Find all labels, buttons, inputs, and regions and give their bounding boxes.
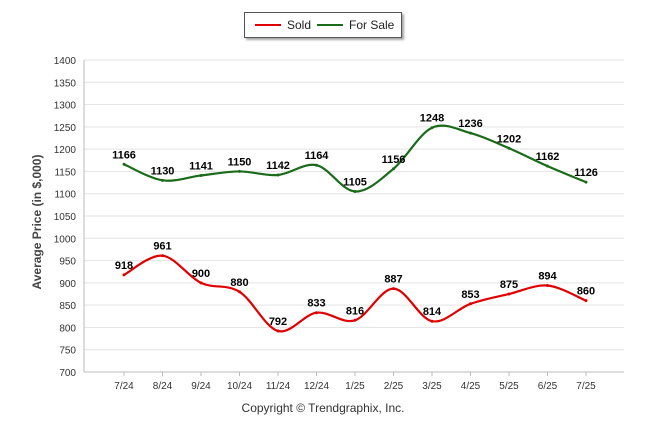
data-label-for-sale: 1141	[189, 160, 213, 172]
data-labels: 918 961 900 880 792 833 816 887 814 853 875 894 860 1…	[112, 113, 598, 328]
data-label-for-sale: 1164	[305, 150, 330, 162]
data-point-sold	[430, 319, 434, 323]
legend-item-for-sale[interactable]: For Sale	[317, 18, 394, 32]
legend: Sold For Sale	[244, 12, 402, 38]
data-label-for-sale: 1248	[420, 113, 444, 125]
x-tick-label: 9/24	[191, 381, 211, 392]
data-point-sold	[353, 318, 357, 322]
y-tick-label: 750	[59, 346, 76, 357]
y-tick-label: 1250	[54, 123, 77, 134]
data-label-for-sale: 1202	[497, 133, 521, 145]
data-point-sold	[199, 281, 203, 285]
copyright-text: Copyright © Trendgraphix, Inc.	[241, 401, 405, 415]
x-tick-label: 7/25	[576, 381, 596, 392]
data-point-sold	[584, 299, 588, 303]
legend-swatch-for-sale	[317, 24, 343, 26]
data-label-sold: 792	[269, 316, 287, 328]
data-point-for-sale	[353, 189, 357, 193]
data-point-sold	[238, 290, 241, 294]
data-label-sold: 880	[230, 277, 248, 289]
data-point-sold	[122, 273, 126, 277]
data-point-for-sale	[161, 178, 164, 182]
x-tick-label: 10/24	[227, 381, 252, 392]
data-label-sold: 900	[192, 268, 210, 280]
y-tick-label: 950	[59, 257, 76, 268]
y-tick-label: 850	[59, 301, 76, 312]
data-label-sold: 894	[538, 271, 557, 283]
data-label-sold: 961	[153, 241, 171, 253]
data-label-sold: 853	[461, 289, 479, 301]
series-lines	[122, 124, 588, 333]
x-tick-label: 11/24	[266, 381, 291, 392]
y-tick-label: 900	[59, 279, 76, 290]
y-tick-label: 1100	[54, 190, 76, 201]
data-point-sold	[507, 292, 511, 296]
data-label-for-sale: 1236	[458, 118, 482, 130]
data-label-sold: 860	[577, 286, 595, 298]
data-label-for-sale: 1162	[536, 151, 560, 163]
data-point-for-sale	[238, 169, 241, 173]
legend-swatch-sold	[255, 24, 281, 26]
gridlines	[83, 59, 624, 373]
data-point-for-sale	[584, 180, 588, 184]
y-tick-label: 800	[59, 323, 76, 334]
data-point-for-sale	[392, 167, 395, 171]
data-label-sold: 918	[115, 260, 133, 272]
data-label-for-sale: 1105	[343, 176, 367, 188]
data-point-for-sale	[546, 164, 549, 168]
data-label-sold: 887	[384, 274, 402, 286]
data-label-for-sale: 1166	[112, 149, 136, 161]
data-point-for-sale	[276, 173, 280, 177]
data-label-for-sale: 1156	[382, 154, 406, 166]
data-label-for-sale: 1150	[228, 156, 252, 168]
data-point-for-sale	[430, 126, 434, 130]
data-label-sold: 814	[423, 306, 442, 318]
y-tick-label: 1200	[54, 145, 77, 156]
y-tick-label: 1050	[54, 212, 77, 223]
data-point-for-sale	[122, 162, 126, 166]
data-point-sold	[315, 311, 318, 315]
data-label-for-sale: 1142	[266, 160, 290, 172]
x-tick-label: 2/25	[384, 381, 404, 392]
y-axis-ticks: 700 750 800 850 900 950 1000 1050 1100 1150 1200 12…	[54, 56, 77, 379]
data-label-sold: 833	[307, 298, 325, 310]
data-label-sold: 816	[346, 305, 364, 317]
y-tick-label: 1000	[54, 234, 77, 245]
data-point-sold	[392, 287, 395, 291]
legend-item-sold[interactable]: Sold	[255, 18, 311, 32]
y-tick-label: 1150	[54, 167, 76, 178]
legend-label-for-sale: For Sale	[349, 18, 395, 32]
data-point-sold	[276, 329, 280, 333]
data-point-for-sale	[199, 173, 203, 177]
data-label-for-sale: 1130	[151, 165, 175, 177]
data-point-sold	[469, 302, 472, 306]
data-point-for-sale	[469, 131, 472, 135]
y-tick-label: 1350	[54, 78, 77, 89]
y-axis-label: Average Price (in $,000)	[30, 155, 44, 290]
data-point-for-sale	[315, 163, 318, 167]
legend-label-sold: Sold	[287, 18, 312, 32]
x-axis-ticks: 7/24 8/24 9/24 10/24 11/24 12/24 1/25 2/25 3/25 4…	[114, 372, 596, 392]
x-tick-label: 8/24	[153, 381, 173, 392]
y-tick-label: 1300	[54, 101, 77, 112]
data-label-for-sale: 1126	[574, 167, 598, 179]
x-tick-label: 6/25	[538, 381, 558, 392]
x-tick-label: 5/25	[499, 381, 519, 392]
x-tick-label: 1/25	[345, 381, 365, 392]
y-tick-label: 700	[59, 368, 76, 379]
data-point-sold	[161, 254, 164, 258]
x-tick-label: 12/24	[304, 381, 329, 392]
x-tick-label: 7/24	[114, 381, 134, 392]
data-point-for-sale	[507, 146, 511, 150]
data-label-sold: 875	[500, 279, 518, 291]
x-tick-label: 4/25	[461, 381, 481, 392]
data-point-sold	[546, 284, 549, 288]
x-tick-label: 3/25	[422, 381, 442, 392]
y-tick-label: 1400	[54, 56, 77, 67]
